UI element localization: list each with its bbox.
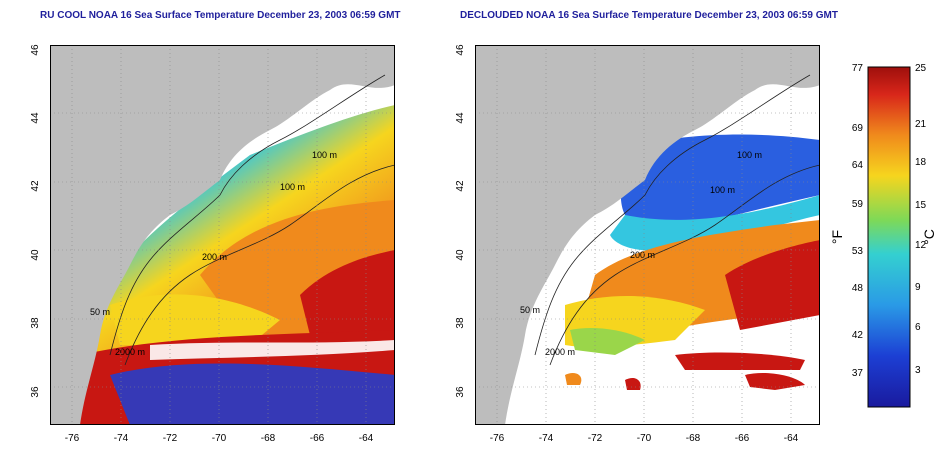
left-lon-axis: -76 -74 -72 -70 -68 -66 -64 (65, 433, 374, 444)
gulf-stream-region (300, 250, 395, 345)
lon-tick: -76 (65, 433, 80, 444)
cool-shelf-water (610, 195, 820, 251)
right-lon-axis: -76 -74 -72 -70 -68 -66 -64 (490, 433, 799, 444)
colorbar: 77 69 64 59 53 48 42 37 25 21 18 15 12 9… (830, 63, 937, 408)
colorbar-gradient (867, 66, 911, 408)
lat-tick: 46 (30, 44, 41, 56)
fahrenheit-tick: 53 (852, 246, 864, 257)
contour-label: 100 m (312, 150, 337, 160)
contour-label: 200 m (630, 250, 655, 260)
gulf-stream-patch (745, 373, 805, 390)
warm-water-region (110, 294, 280, 345)
lat-tick: 40 (455, 249, 466, 261)
lon-tick: -74 (114, 433, 129, 444)
lon-tick: -70 (637, 433, 652, 444)
lat-tick: 36 (30, 386, 41, 398)
celsius-tick: 6 (915, 322, 921, 333)
lon-tick: -64 (359, 433, 374, 444)
lat-tick: 42 (455, 180, 466, 192)
bathymetry-contour (534, 74, 811, 356)
bathymetry-contour (109, 74, 386, 356)
fahrenheit-tick: 69 (852, 123, 864, 134)
fahrenheit-tick: 42 (852, 330, 864, 341)
fahrenheit-tick: 64 (852, 160, 864, 171)
bathymetry-contour (549, 164, 820, 366)
left-map-panel: 100 m 100 m 200 m 50 m 2000 m (50, 45, 395, 425)
gulf-stream-region (725, 240, 820, 330)
lon-tick: -76 (490, 433, 505, 444)
land-mass (475, 45, 820, 425)
lon-tick: -74 (539, 433, 554, 444)
contour-label: 200 m (202, 252, 227, 262)
celsius-tick: 18 (915, 157, 927, 168)
land-mass (50, 45, 395, 425)
right-map-title: DECLOUDED NOAA 16 Sea Surface Temperatur… (460, 10, 838, 21)
map-frame (475, 45, 820, 425)
gulf-stream-patch (675, 352, 805, 370)
contour-label: 2000 m (545, 347, 575, 357)
gulf-stream-patch (565, 373, 582, 385)
fahrenheit-tick: 77 (852, 63, 864, 74)
fahrenheit-tick: 48 (852, 283, 864, 294)
lon-tick: -68 (686, 433, 701, 444)
lat-tick: 38 (30, 317, 41, 329)
lon-tick: -66 (310, 433, 325, 444)
graticule (475, 45, 820, 425)
celsius-unit-label: °C (921, 229, 937, 245)
lat-tick: 38 (455, 317, 466, 329)
celsius-tick: 9 (915, 282, 921, 293)
fahrenheit-unit-label: °F (830, 230, 845, 244)
contour-label: 100 m (280, 182, 305, 192)
left-map-svg: 100 m 100 m 200 m 50 m 2000 m (50, 45, 395, 425)
bathymetry-contour (124, 164, 395, 366)
contour-label: 100 m (710, 185, 735, 195)
map-frame (50, 45, 395, 425)
lon-tick: -70 (212, 433, 227, 444)
lon-tick: -68 (261, 433, 276, 444)
fahrenheit-tick: 59 (852, 199, 864, 210)
celsius-tick: 12 (915, 240, 927, 251)
mild-water-region (570, 328, 645, 355)
contour-label: 2000 m (115, 347, 145, 357)
lat-tick: 44 (30, 112, 41, 124)
lon-tick: -72 (588, 433, 603, 444)
lon-tick: -72 (163, 433, 178, 444)
lat-tick: 42 (30, 180, 41, 192)
cloud-band (150, 340, 395, 360)
celsius-tick: 25 (915, 63, 927, 74)
contour-label: 50 m (520, 305, 540, 315)
contour-label: 100 m (737, 150, 762, 160)
fahrenheit-tick: 37 (852, 368, 864, 379)
right-map-panel: 100 m 100 m 200 m 50 m 2000 m (475, 45, 820, 425)
gulf-stream-patch (625, 378, 641, 390)
lon-tick: -64 (784, 433, 799, 444)
celsius-tick: 3 (915, 365, 921, 376)
lat-tick: 44 (455, 112, 466, 124)
contour-label: 50 m (90, 307, 110, 317)
right-lat-axis: 46 44 42 40 38 36 (455, 44, 466, 398)
celsius-tick: 15 (915, 200, 927, 211)
lat-tick: 40 (30, 249, 41, 261)
right-map-svg: 100 m 100 m 200 m 50 m 2000 m (475, 45, 820, 425)
graticule (50, 45, 395, 425)
lat-tick: 46 (455, 44, 466, 56)
lon-tick: -66 (735, 433, 750, 444)
cloud-contaminated-region (110, 363, 395, 425)
left-lat-axis: 46 44 42 40 38 36 (30, 44, 41, 398)
celsius-tick: 21 (915, 119, 927, 130)
cold-shelf-water (620, 134, 820, 227)
left-map-title: RU COOL NOAA 16 Sea Surface Temperature … (40, 10, 401, 21)
lat-tick: 36 (455, 386, 466, 398)
